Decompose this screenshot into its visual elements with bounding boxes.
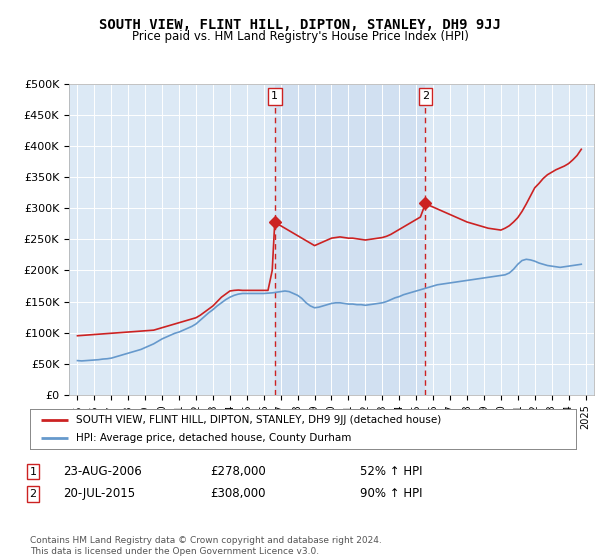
- Text: 23-AUG-2006: 23-AUG-2006: [63, 465, 142, 478]
- Text: SOUTH VIEW, FLINT HILL, DIPTON, STANLEY, DH9 9JJ: SOUTH VIEW, FLINT HILL, DIPTON, STANLEY,…: [99, 18, 501, 32]
- Text: Contains HM Land Registry data © Crown copyright and database right 2024.
This d: Contains HM Land Registry data © Crown c…: [30, 536, 382, 556]
- Text: 90% ↑ HPI: 90% ↑ HPI: [360, 487, 422, 501]
- Text: SOUTH VIEW, FLINT HILL, DIPTON, STANLEY, DH9 9JJ (detached house): SOUTH VIEW, FLINT HILL, DIPTON, STANLEY,…: [76, 415, 442, 424]
- Text: 20-JUL-2015: 20-JUL-2015: [63, 487, 135, 501]
- Text: HPI: Average price, detached house, County Durham: HPI: Average price, detached house, Coun…: [76, 433, 352, 443]
- Text: 1: 1: [29, 466, 37, 477]
- Text: 2: 2: [422, 91, 429, 101]
- Text: 1: 1: [271, 91, 278, 101]
- Text: 2: 2: [29, 489, 37, 499]
- Text: 52% ↑ HPI: 52% ↑ HPI: [360, 465, 422, 478]
- Text: £278,000: £278,000: [210, 465, 266, 478]
- Text: Price paid vs. HM Land Registry's House Price Index (HPI): Price paid vs. HM Land Registry's House …: [131, 30, 469, 43]
- Bar: [275, 84, 425, 395]
- Text: £308,000: £308,000: [210, 487, 265, 501]
